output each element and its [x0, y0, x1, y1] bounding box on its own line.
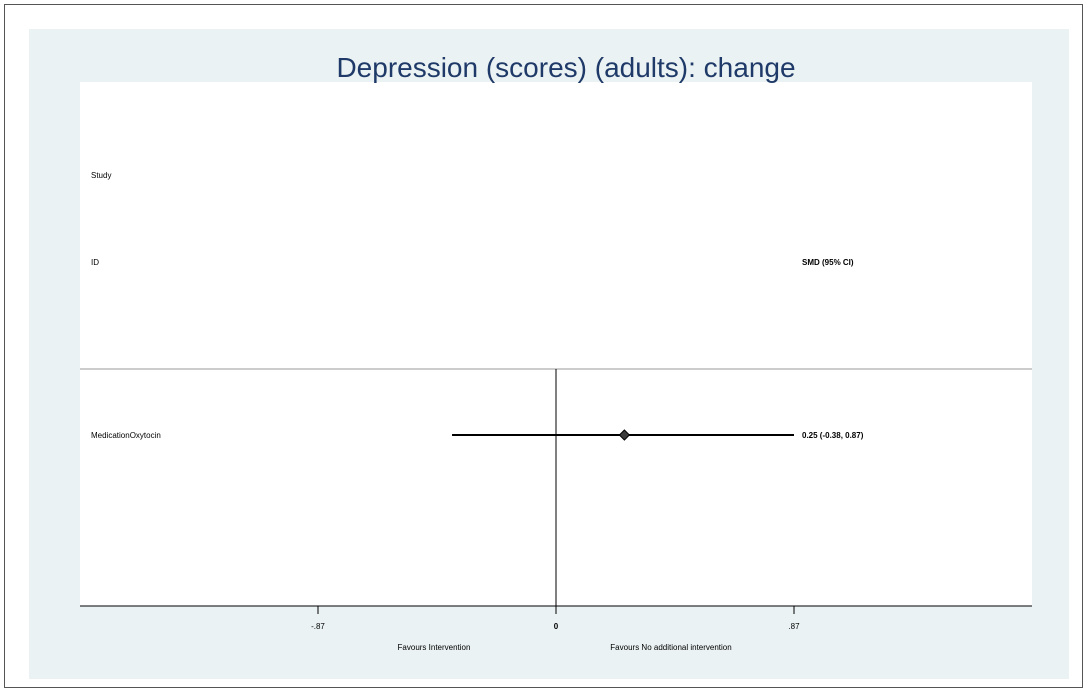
studies-layer: MedicationOxytocin 0.25 (-0.38, 0.87) [91, 429, 864, 441]
x-tick-label: -.87 [311, 622, 325, 631]
study-header: Study [91, 171, 111, 180]
effect-header: SMD (95% CI) [802, 258, 854, 267]
x-tick-label: .87 [788, 622, 800, 631]
favours-left-label: Favours Intervention [398, 643, 471, 652]
favours-right-label: Favours No additional intervention [610, 643, 731, 652]
study-label: MedicationOxytocin [91, 431, 161, 440]
id-header: ID [91, 258, 99, 267]
x-tick-label: 0 [554, 622, 559, 631]
chart-title: Depression (scores) (adults): change [336, 52, 795, 83]
x-axis-ticks: -.87 0 .87 [311, 606, 800, 631]
effect-estimate-text: 0.25 (-0.38, 0.87) [802, 431, 864, 440]
point-estimate-marker [618, 429, 631, 441]
